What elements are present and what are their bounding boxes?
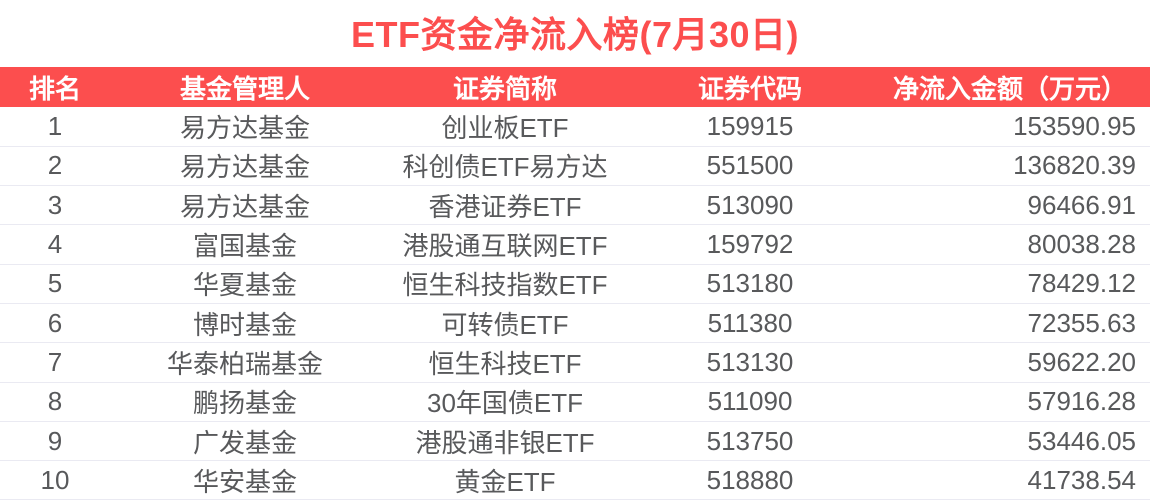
security-code-cell: 511380 (630, 303, 870, 344)
security-code-cell: 513130 (630, 342, 870, 383)
rank-cell: 1 (0, 107, 110, 147)
manager-cell: 富国基金 (110, 224, 380, 265)
manager-cell: 鹏扬基金 (110, 382, 380, 422)
security-name-cell: 可转债ETF (380, 303, 630, 344)
manager-cell: 易方达基金 (110, 185, 380, 226)
amount-cell: 96466.91 (870, 185, 1150, 226)
amount-cell: 72355.63 (870, 303, 1150, 344)
amount-cell: 80038.28 (870, 224, 1150, 265)
table-row: 10 华安基金 黄金ETF 518880 41738.54 (0, 460, 1150, 500)
security-name-cell: 黄金ETF (380, 460, 630, 500)
page-title: ETF资金净流入榜(7月30日) (350, 14, 800, 55)
security-code-cell: 518880 (630, 460, 870, 500)
security-name-cell: 港股通非银ETF (380, 421, 630, 462)
column-header-amount: 净流入金额（万元） (870, 67, 1150, 107)
table-row: 4 富国基金 港股通互联网ETF 159792 80038.28 (0, 224, 1150, 265)
amount-cell: 153590.95 (870, 107, 1150, 147)
rank-cell: 5 (0, 264, 110, 304)
rank-cell: 10 (0, 460, 110, 500)
security-name-cell: 科创债ETF易方达 (380, 146, 630, 187)
etf-inflow-table: 排名 基金管理人 证券简称 证券代码 净流入金额（万元） 1 易方达基金 创业板… (0, 67, 1150, 500)
table-row: 8 鹏扬基金 30年国债ETF 511090 57916.28 (0, 382, 1150, 422)
column-header-manager: 基金管理人 (110, 67, 380, 107)
column-header-rank: 排名 (0, 67, 110, 107)
manager-cell: 易方达基金 (110, 107, 380, 147)
security-name-cell: 30年国债ETF (380, 382, 630, 422)
manager-cell: 广发基金 (110, 421, 380, 462)
rank-cell: 3 (0, 185, 110, 226)
amount-cell: 53446.05 (870, 421, 1150, 462)
rank-cell: 6 (0, 303, 110, 344)
table-body: 1 易方达基金 创业板ETF 159915 153590.95 2 易方达基金 … (0, 107, 1150, 500)
security-code-cell: 159792 (630, 224, 870, 265)
amount-cell: 41738.54 (870, 460, 1150, 500)
manager-cell: 易方达基金 (110, 146, 380, 187)
column-header-code: 证券代码 (630, 67, 870, 107)
table-row: 2 易方达基金 科创债ETF易方达 551500 136820.39 (0, 146, 1150, 187)
table-header: 排名 基金管理人 证券简称 证券代码 净流入金额（万元） (0, 67, 1150, 107)
rank-cell: 2 (0, 146, 110, 187)
amount-cell: 59622.20 (870, 342, 1150, 383)
security-code-cell: 513090 (630, 185, 870, 226)
table-header-row: 排名 基金管理人 证券简称 证券代码 净流入金额（万元） (0, 67, 1150, 107)
rank-cell: 8 (0, 382, 110, 422)
security-code-cell: 513180 (630, 264, 870, 304)
amount-cell: 78429.12 (870, 264, 1150, 304)
security-code-cell: 551500 (630, 146, 870, 187)
amount-cell: 136820.39 (870, 146, 1150, 187)
rank-cell: 7 (0, 342, 110, 383)
security-name-cell: 香港证券ETF (380, 185, 630, 226)
rank-cell: 9 (0, 421, 110, 462)
manager-cell: 博时基金 (110, 303, 380, 344)
security-name-cell: 港股通互联网ETF (380, 224, 630, 265)
rank-cell: 4 (0, 224, 110, 265)
manager-cell: 华夏基金 (110, 264, 380, 304)
security-code-cell: 159915 (630, 107, 870, 147)
amount-cell: 57916.28 (870, 382, 1150, 422)
security-name-cell: 恒生科技指数ETF (380, 264, 630, 304)
column-header-security: 证券简称 (380, 67, 630, 107)
security-code-cell: 511090 (630, 382, 870, 422)
table-row: 3 易方达基金 香港证券ETF 513090 96466.91 (0, 185, 1150, 226)
table-row: 7 华泰柏瑞基金 恒生科技ETF 513130 59622.20 (0, 342, 1150, 383)
security-code-cell: 513750 (630, 421, 870, 462)
security-name-cell: 创业板ETF (380, 107, 630, 147)
table-row: 1 易方达基金 创业板ETF 159915 153590.95 (0, 107, 1150, 147)
table-row: 9 广发基金 港股通非银ETF 513750 53446.05 (0, 421, 1150, 462)
security-name-cell: 恒生科技ETF (380, 342, 630, 383)
table-row: 5 华夏基金 恒生科技指数ETF 513180 78429.12 (0, 264, 1150, 304)
manager-cell: 华安基金 (110, 460, 380, 500)
manager-cell: 华泰柏瑞基金 (110, 342, 380, 383)
table-row: 6 博时基金 可转债ETF 511380 72355.63 (0, 303, 1150, 344)
